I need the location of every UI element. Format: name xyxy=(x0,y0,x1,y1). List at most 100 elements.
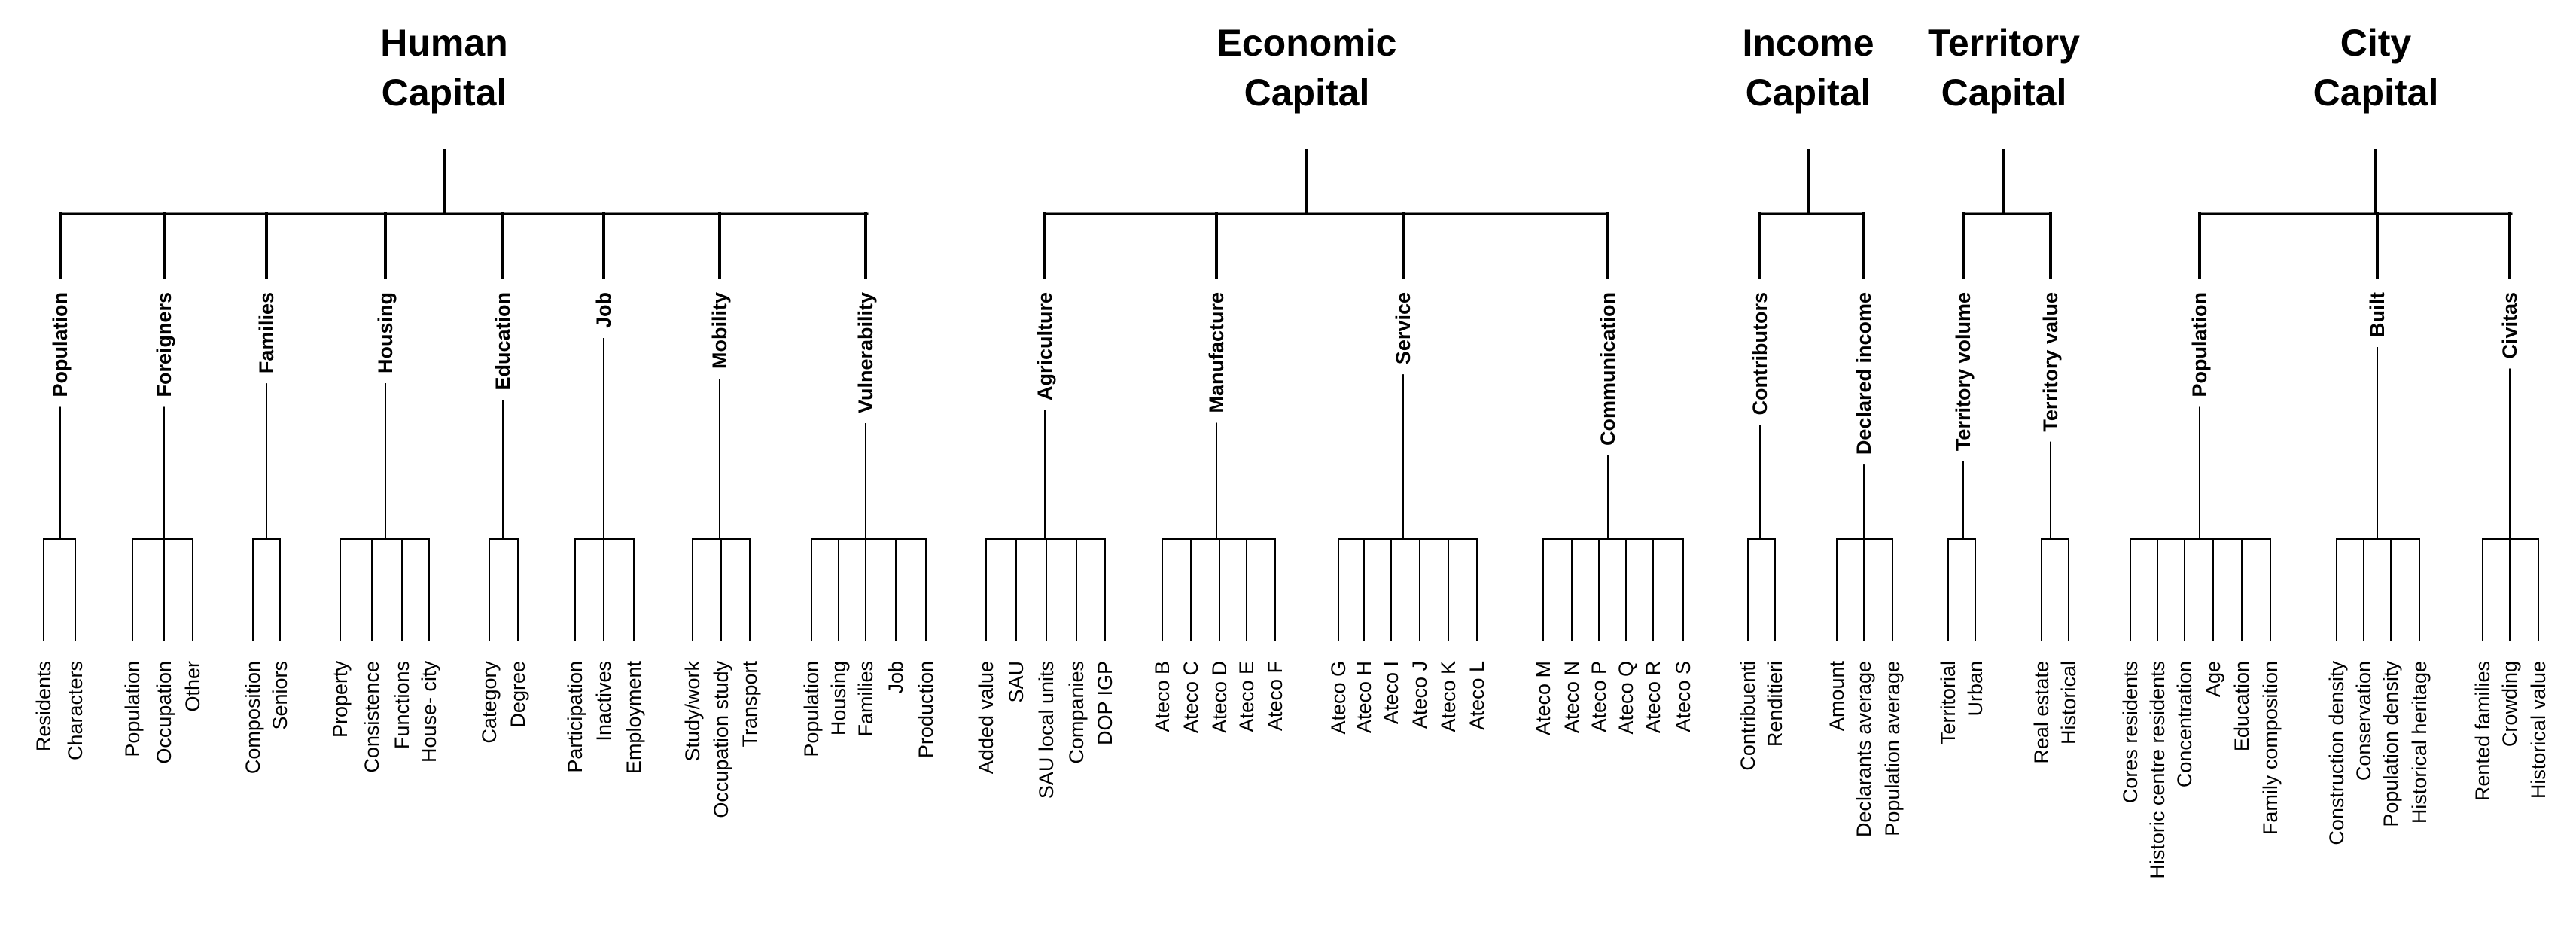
leaf-label: Territorial xyxy=(1937,661,1959,744)
leaf-label: Rented families xyxy=(2471,661,2494,801)
sub-branch-service: Service Ateco G Ateco H Ateco I Ateco J Ateco… xyxy=(1327,212,1488,735)
leaf-label: Characters xyxy=(64,661,87,760)
leaf-label: Amount xyxy=(1825,661,1848,732)
leaf-label: Occupation xyxy=(153,661,175,764)
leaf-label: Ateco K xyxy=(1437,661,1460,732)
sub-branch-contributors: Contributors Contribuenti Renditieri xyxy=(1737,212,1786,771)
leaf-label: SAU local units xyxy=(1035,661,1058,799)
leaf-label: Ateco D xyxy=(1208,661,1231,733)
leaf-label: Education xyxy=(2230,661,2253,751)
leaf-label: Ateco B xyxy=(1151,661,1174,732)
sub-branch-civitas: Civitas Rented families Crowding Historical… xyxy=(2471,212,2550,801)
leaf-label: Ateco C xyxy=(1180,661,1202,733)
leaf-label: Population xyxy=(121,661,144,757)
leaf-label: Transport xyxy=(738,661,761,748)
leaf-label: Property xyxy=(329,661,352,738)
city-capital-title-line-1: City xyxy=(2340,22,2412,64)
human-capital-title-line-1: Human xyxy=(380,22,507,64)
leaf-label: Added value xyxy=(975,661,997,774)
leaf-label: House- city xyxy=(418,661,440,763)
leaf-label: Inactives xyxy=(592,661,615,741)
leaf-label: Cores residents xyxy=(2119,661,2142,803)
sub-branch-label: Service xyxy=(1392,292,1414,364)
leaf-label: Companies xyxy=(1065,661,1088,764)
sub-branch-label: Contributors xyxy=(1749,292,1771,415)
leaf-label: Ateco P xyxy=(1588,661,1610,732)
sub-branch-label: Education xyxy=(492,292,514,391)
leaf-label: Age xyxy=(2202,661,2224,697)
leaf-label: Ateco E xyxy=(1235,661,1258,732)
economic-capital-title-line-2: Capital xyxy=(1244,72,1370,114)
territory-capital-title-line-1: Territory xyxy=(1928,22,2080,64)
leaf-label: Historical xyxy=(2057,661,2080,744)
leaf-label: Degree xyxy=(507,661,529,728)
leaf-label: Production xyxy=(915,661,937,758)
leaf-label: Urban xyxy=(1964,661,1987,717)
sub-branch-label: Population xyxy=(2188,292,2211,397)
leaf-label: Historic centre residents xyxy=(2146,661,2169,879)
leaf-label: Families xyxy=(854,661,877,737)
territory-capital-title-line-2: Capital xyxy=(1941,72,2067,114)
leaf-label: Population density xyxy=(2380,661,2402,827)
sub-branch-built: Built Construction density Conservation Pop… xyxy=(2325,212,2431,845)
sub-branch-label: Manufacture xyxy=(1205,292,1228,413)
leaf-label: Functions xyxy=(391,661,413,749)
sub-branch-population: Population Residents Characters xyxy=(32,212,87,760)
sub-branch-vulnerability: Vulnerability Population Housing Families Jo… xyxy=(800,212,937,758)
leaf-label: Job xyxy=(885,661,907,694)
sub-branch-declared-income: Declared income Amount Declarants average P… xyxy=(1825,212,1904,837)
leaf-label: Family composition xyxy=(2259,661,2282,835)
economic-capital-group: Economic Capital Agriculture Added value SAU… xyxy=(975,22,1694,799)
leaf-label: Ateco L xyxy=(1466,661,1488,730)
leaf-label: Occupation study xyxy=(710,661,732,818)
leaf-label: Declarants average xyxy=(1853,661,1875,837)
sub-branch-label: Job xyxy=(592,292,615,328)
leaf-label: Employment xyxy=(623,661,645,775)
city-capital-title-line-2: Capital xyxy=(2313,72,2439,114)
leaf-label: DOP IGP xyxy=(1094,661,1116,745)
leaf-label: Real estate xyxy=(2030,661,2053,764)
sub-branch-housing: Housing Property Consistence Functions House… xyxy=(329,212,440,773)
sub-branch-job: Job Participation Inactives Employment xyxy=(564,212,645,775)
leaf-label: Contribuenti xyxy=(1737,661,1759,771)
leaf-label: Consistence xyxy=(361,661,383,773)
leaf-label: Ateco R xyxy=(1642,661,1664,733)
sub-branch-label: Mobility xyxy=(708,292,731,369)
leaf-label: Ateco Q xyxy=(1615,661,1637,735)
income-capital-title-line-1: Income xyxy=(1742,22,1874,64)
sub-branch-label: Families xyxy=(255,292,278,373)
sub-branch-label: Population xyxy=(49,292,72,397)
leaf-label: SAU xyxy=(1005,661,1028,703)
leaf-label: Historical value xyxy=(2527,661,2550,799)
leaf-label: Ateco M xyxy=(1532,661,1554,735)
leaf-label: Ateco G xyxy=(1327,661,1350,735)
sub-branch-label: Civitas xyxy=(2498,292,2521,359)
leaf-label: Ateco H xyxy=(1353,661,1375,733)
sub-branch-mobility: Mobility Study/work Occupation study Transp… xyxy=(681,212,761,818)
leaf-label: Crowding xyxy=(2498,661,2521,747)
leaf-label: Study/work xyxy=(681,661,704,762)
economic-capital-title-line-1: Economic xyxy=(1217,22,1397,64)
sub-branch-label: Declared income xyxy=(1853,292,1875,455)
sub-branch-label: Vulnerability xyxy=(854,292,877,413)
leaf-label: Historical heritage xyxy=(2408,661,2431,824)
leaf-label: Population xyxy=(800,661,823,757)
leaf-label: Other xyxy=(181,661,204,712)
sub-branch-label: Communication xyxy=(1597,292,1619,446)
income-capital-title-line-2: Capital xyxy=(1746,72,1871,114)
leaf-label: Category xyxy=(478,661,501,744)
leaf-label: Seniors xyxy=(269,661,291,730)
leaf-label: Participation xyxy=(564,661,586,773)
sub-branch-families: Families Composition Seniors xyxy=(242,212,291,774)
sub-branch-education: Education Category Degree xyxy=(478,212,529,744)
leaf-label: Conservation xyxy=(2352,661,2375,781)
human-capital-title-line-2: Capital xyxy=(382,72,507,114)
leaf-label: Composition xyxy=(242,661,264,774)
sub-branch-foreigners: Foreigners Population Occupation Other xyxy=(121,212,204,764)
income-capital-group: Income Capital Contributors Contribuenti Ren… xyxy=(1737,22,1904,837)
leaf-label: Ateco I xyxy=(1380,661,1402,724)
